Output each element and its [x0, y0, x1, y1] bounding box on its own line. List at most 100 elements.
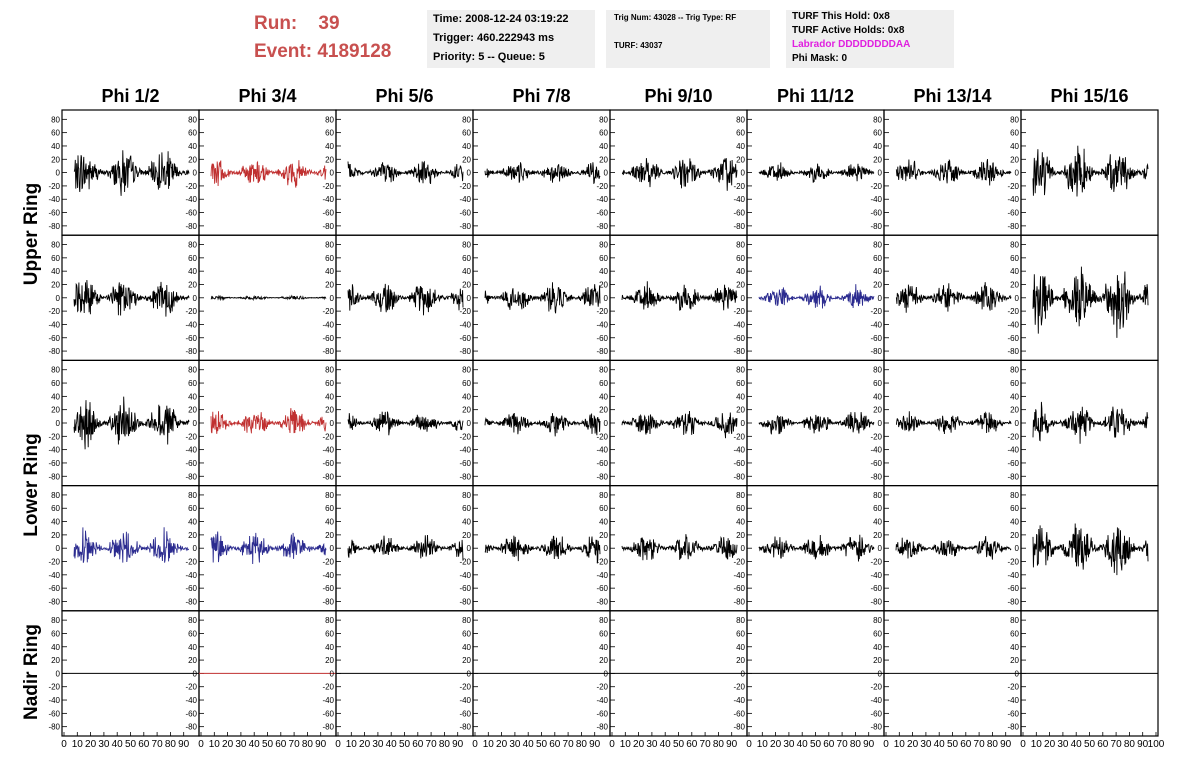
- y-tick-label: 80: [188, 241, 197, 250]
- y-tick-label: -80: [459, 222, 471, 231]
- y-tick-label: -60: [459, 584, 471, 593]
- y-tick-label: -20: [322, 432, 334, 441]
- x-tick-label: 80: [987, 739, 999, 750]
- x-tick-label: 10: [1031, 739, 1043, 750]
- y-tick-label: 80: [736, 241, 745, 250]
- y-tick-label: -60: [1007, 209, 1019, 218]
- y-tick-label: 60: [1010, 254, 1019, 263]
- y-tick-label: 80: [873, 115, 882, 124]
- y-tick-label: -20: [185, 307, 197, 316]
- y-tick-label: 0: [878, 544, 883, 553]
- y-tick-label: 60: [599, 254, 608, 263]
- y-tick-label: -40: [185, 571, 197, 580]
- y-tick-label: 40: [873, 392, 882, 401]
- y-tick-label: 20: [599, 155, 608, 164]
- y-tick-label: -60: [322, 709, 334, 718]
- x-tick-label: 30: [1057, 739, 1069, 750]
- y-tick-label: 40: [1010, 518, 1019, 527]
- column-header: Phi 5/6: [375, 86, 434, 106]
- y-tick-label: -60: [733, 209, 745, 218]
- x-tick-label: 90: [452, 739, 464, 750]
- y-tick-label: 80: [873, 366, 882, 375]
- y-tick-label: 0: [330, 544, 335, 553]
- y-tick-label: 20: [1010, 155, 1019, 164]
- y-tick-label: -40: [185, 195, 197, 204]
- waveform-line: [1032, 266, 1149, 338]
- y-tick-label: -40: [1007, 195, 1019, 204]
- y-tick-label: 40: [736, 267, 745, 276]
- y-tick-label: 80: [325, 616, 334, 625]
- y-tick-label: 80: [1010, 115, 1019, 124]
- y-tick-label: 20: [51, 656, 60, 665]
- y-tick-label: 80: [188, 491, 197, 500]
- y-tick-label: 60: [462, 504, 471, 513]
- x-tick-label: 90: [726, 739, 738, 750]
- y-tick-label: 0: [467, 169, 472, 178]
- y-tick-label: -60: [48, 584, 60, 593]
- y-tick-label: -80: [48, 472, 60, 481]
- y-tick-label: -40: [596, 446, 608, 455]
- y-tick-label: 80: [736, 115, 745, 124]
- y-tick-label: 80: [599, 366, 608, 375]
- y-tick-label: -20: [48, 558, 60, 567]
- y-tick-label: 60: [736, 129, 745, 138]
- y-tick-label: -40: [1007, 571, 1019, 580]
- y-tick-label: -80: [870, 723, 882, 732]
- y-tick-label: -20: [870, 558, 882, 567]
- y-tick-label: 60: [325, 129, 334, 138]
- x-tick-label: 90: [178, 739, 190, 750]
- y-tick-label: 0: [467, 669, 472, 678]
- waveform-line: [484, 282, 601, 314]
- x-tick-label: 60: [960, 739, 972, 750]
- y-tick-label: 60: [1010, 129, 1019, 138]
- y-tick-label: -20: [733, 182, 745, 191]
- waveform-line: [895, 282, 1012, 313]
- y-tick-label: -80: [185, 597, 197, 606]
- y-tick-label: -60: [322, 584, 334, 593]
- y-tick-label: -60: [733, 459, 745, 468]
- y-tick-label: -80: [870, 222, 882, 231]
- x-tick-label: 70: [289, 739, 301, 750]
- y-tick-label: 80: [1010, 491, 1019, 500]
- y-tick-label: 0: [330, 669, 335, 678]
- y-tick-label: 20: [51, 155, 60, 164]
- y-tick-label: -80: [322, 472, 334, 481]
- y-tick-label: -60: [870, 709, 882, 718]
- y-tick-label: 60: [462, 129, 471, 138]
- waveform-line: [621, 534, 738, 561]
- y-tick-label: 0: [741, 669, 746, 678]
- y-tick-label: 0: [193, 419, 198, 428]
- y-tick-label: -40: [870, 571, 882, 580]
- y-tick-label: 40: [325, 267, 334, 276]
- y-tick-label: 0: [741, 294, 746, 303]
- y-tick-label: 80: [325, 115, 334, 124]
- y-tick-label: -80: [596, 472, 608, 481]
- x-tick-label: 10: [757, 739, 769, 750]
- y-tick-label: -40: [459, 696, 471, 705]
- waveform-line: [1032, 145, 1149, 197]
- y-tick-label: -40: [596, 320, 608, 329]
- y-tick-label: -60: [596, 459, 608, 468]
- turf-num-text: TURF: 43037: [614, 41, 663, 50]
- x-tick-label: 40: [112, 739, 124, 750]
- y-tick-label: 60: [462, 629, 471, 638]
- x-tick-label: 50: [125, 739, 137, 750]
- y-tick-label: -40: [596, 195, 608, 204]
- y-tick-label: 0: [56, 169, 61, 178]
- x-tick-label: 70: [426, 739, 438, 750]
- y-tick-label: -40: [459, 195, 471, 204]
- labrador-text: Labrador DDDDDDDDAA: [792, 39, 911, 50]
- x-tick-label: 60: [138, 739, 150, 750]
- y-tick-label: 60: [188, 379, 197, 388]
- y-tick-label: 80: [325, 241, 334, 250]
- time-text: Time: 2008-12-24 03:19:22: [433, 13, 569, 25]
- y-tick-label: 0: [56, 294, 61, 303]
- y-tick-label: -40: [185, 696, 197, 705]
- waveform-line: [347, 534, 464, 561]
- y-tick-label: 60: [599, 629, 608, 638]
- y-tick-label: -20: [459, 683, 471, 692]
- x-tick-label: 90: [589, 739, 601, 750]
- x-tick-label: 10: [209, 739, 221, 750]
- waveform-line: [1032, 523, 1149, 576]
- x-tick-label: 20: [1044, 739, 1056, 750]
